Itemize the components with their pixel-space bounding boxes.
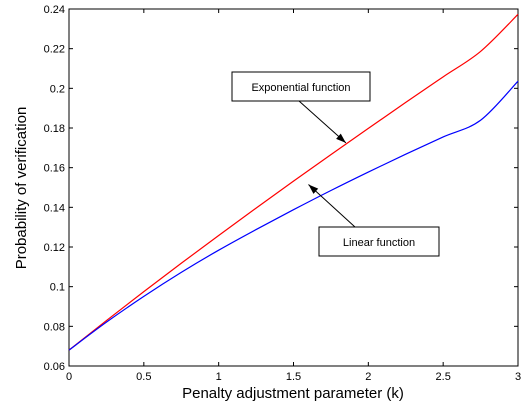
x-tick-label: 0.5 <box>136 371 151 383</box>
exponential-function-annotation: Exponential function <box>231 71 371 144</box>
plot-area <box>68 8 519 367</box>
annotation-arrow-line <box>298 100 347 144</box>
arrow-head-icon <box>308 184 319 194</box>
axis-ticks <box>68 8 519 367</box>
y-tick-label: 0.22 <box>44 44 65 56</box>
annotation-label: Linear function <box>343 237 415 249</box>
x-tick-label: 1 <box>216 371 222 383</box>
x-tick-label: 3 <box>515 371 521 383</box>
annotations: Exponential function Linear function <box>231 71 440 257</box>
x-axis-label: Penalty adjustment parameter (k) <box>182 385 404 402</box>
annotation-arrow-line <box>308 184 356 228</box>
y-tick-label: 0.06 <box>44 361 65 373</box>
y-axis-label: Probability of verification <box>13 107 30 270</box>
series-lines <box>68 13 519 351</box>
x-tick-label: 0 <box>66 371 72 383</box>
linear-function-line <box>68 80 519 351</box>
annotation-label: Exponential function <box>251 82 350 94</box>
arrow-head-icon <box>336 133 346 143</box>
y-tick-label: 0.18 <box>44 123 65 135</box>
annotation-box <box>318 226 440 257</box>
x-tick-label: 1.5 <box>286 371 301 383</box>
x-tick-label: 2.5 <box>436 371 451 383</box>
y-tick-label: 0.2 <box>50 83 65 95</box>
y-tick-label: 0.24 <box>44 4 65 16</box>
y-tick-label: 0.1 <box>50 282 65 294</box>
linear-function-annotation: Linear function <box>308 184 440 257</box>
annotation-box <box>231 71 371 102</box>
exponential-function-line <box>68 13 519 351</box>
y-tick-label: 0.08 <box>44 321 65 333</box>
y-tick-label: 0.14 <box>44 202 65 214</box>
y-tick-label: 0.12 <box>44 242 65 254</box>
tick-labels: 0 0.5 1 1.5 2 2.5 3 0.06 0.08 0.1 0.12 0.14 0.16 0.18… <box>44 4 521 383</box>
y-tick-label: 0.16 <box>44 163 65 175</box>
x-tick-label: 2 <box>365 371 371 383</box>
